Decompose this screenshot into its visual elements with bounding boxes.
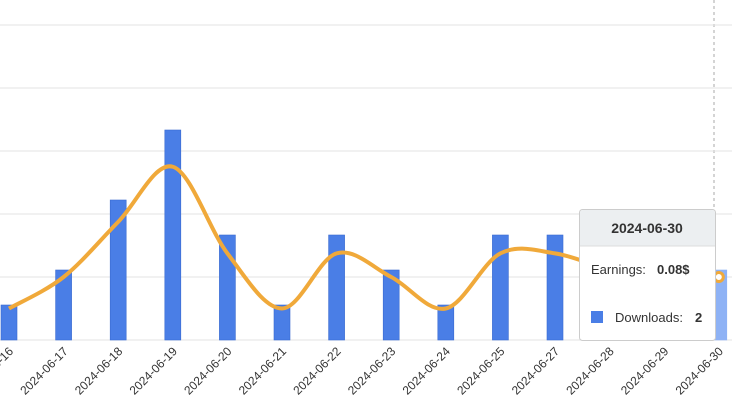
x-tick-label: 2024-06-24 (400, 344, 454, 398)
bar (164, 129, 182, 341)
legend-swatch (591, 311, 603, 323)
tooltip-header (580, 210, 715, 246)
x-tick-label: 2024-06-25 (454, 344, 508, 398)
bar (0, 304, 18, 341)
tooltip-label: Earnings: (591, 262, 646, 277)
x-tick-label: 2024-06-27 (509, 344, 563, 398)
bar (382, 269, 400, 341)
bar (328, 234, 345, 341)
tooltip-label: Downloads: (615, 310, 683, 325)
x-tick-label: 2024-06-19 (127, 344, 181, 398)
bar (109, 199, 127, 341)
x-tick-label: 2024-06-21 (236, 344, 290, 398)
x-tick-label: 2024-06-29 (618, 344, 672, 398)
tooltip: 2024-06-30 Earnings: 0.08$ Downloads: 2 (579, 209, 716, 341)
tooltip-value: 0.08$ (657, 262, 690, 277)
bar (273, 304, 291, 341)
x-tick-label: 2024-06-17 (17, 344, 71, 398)
tooltip-value: 2 (695, 310, 702, 325)
x-tick-label: 2024-06-16 (0, 344, 16, 398)
x-tick-label: 2024-06-30 (673, 344, 727, 398)
tooltip-title: 2024-06-30 (611, 220, 683, 236)
bar (492, 234, 509, 341)
x-tick-label: 2024-06-28 (563, 344, 617, 398)
bar (55, 269, 72, 341)
bar (546, 234, 564, 341)
bar (437, 304, 455, 341)
x-tick-label: 2024-06-18 (72, 344, 126, 398)
x-tick-label: 2024-06-20 (181, 344, 235, 398)
x-tick-label: 2024-06-23 (345, 344, 399, 398)
x-tick-label: 2024-06-22 (290, 344, 344, 398)
